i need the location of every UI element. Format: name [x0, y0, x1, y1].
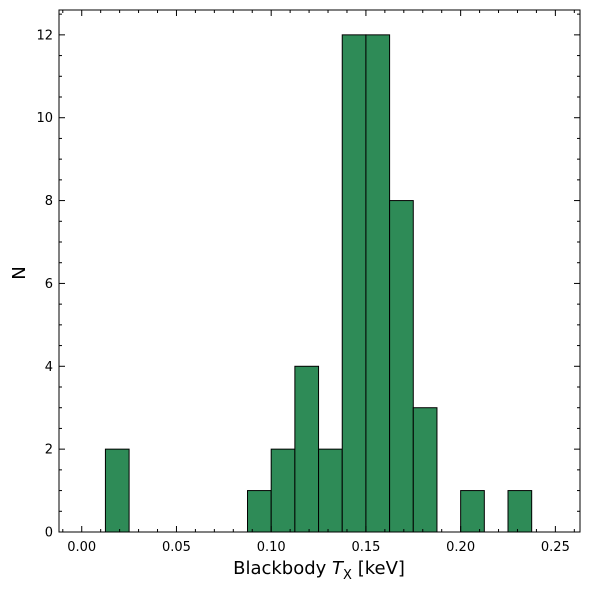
histogram-bar: [104, 448, 130, 533]
histogram-bar: [270, 448, 296, 533]
histogram-bar: [460, 490, 485, 533]
histogram-bar: [365, 34, 391, 533]
histogram-bar: [247, 490, 272, 533]
histogram-bar: [294, 365, 320, 533]
x-tick-labels: 0.00 0.05 0.10 0.15 0.20 0.25: [67, 540, 570, 555]
x-axis-label-unit: [keV]: [358, 558, 405, 579]
x-tick-label: 0.10: [257, 540, 286, 555]
x-axis-label-subscript: X: [343, 568, 352, 583]
y-tick-label: 6: [45, 277, 53, 292]
y-tick-label: 0: [45, 526, 53, 541]
histogram-bar: [389, 200, 414, 533]
y-tick-labels: 0 2 4 6 8 10 12: [36, 28, 53, 540]
histogram-bar: [412, 407, 438, 533]
histogram-bar: [507, 490, 533, 533]
x-axis-label-symbol: T: [332, 558, 345, 579]
x-axis-label: Blackbody TX [keV]: [233, 558, 405, 583]
x-tick-label: 0.20: [446, 540, 475, 555]
y-tick-label: 8: [45, 194, 53, 209]
y-tick-label: 10: [36, 111, 53, 126]
plot-frame: [58, 9, 581, 533]
y-tick-label: 12: [36, 28, 53, 43]
x-tick-label: 0.25: [541, 540, 570, 555]
y-tick-label: 4: [45, 360, 53, 375]
x-tick-label: 0.05: [162, 540, 191, 555]
x-tick-label: 0.15: [351, 540, 380, 555]
histogram-bars: [104, 34, 533, 533]
histogram-bar: [318, 448, 343, 533]
x-tick-label: 0.00: [67, 540, 96, 555]
histogram-bar: [341, 34, 367, 533]
y-axis-label: N: [9, 266, 30, 279]
y-tick-label: 2: [45, 443, 53, 458]
x-axis-label-text: Blackbody: [233, 558, 327, 579]
